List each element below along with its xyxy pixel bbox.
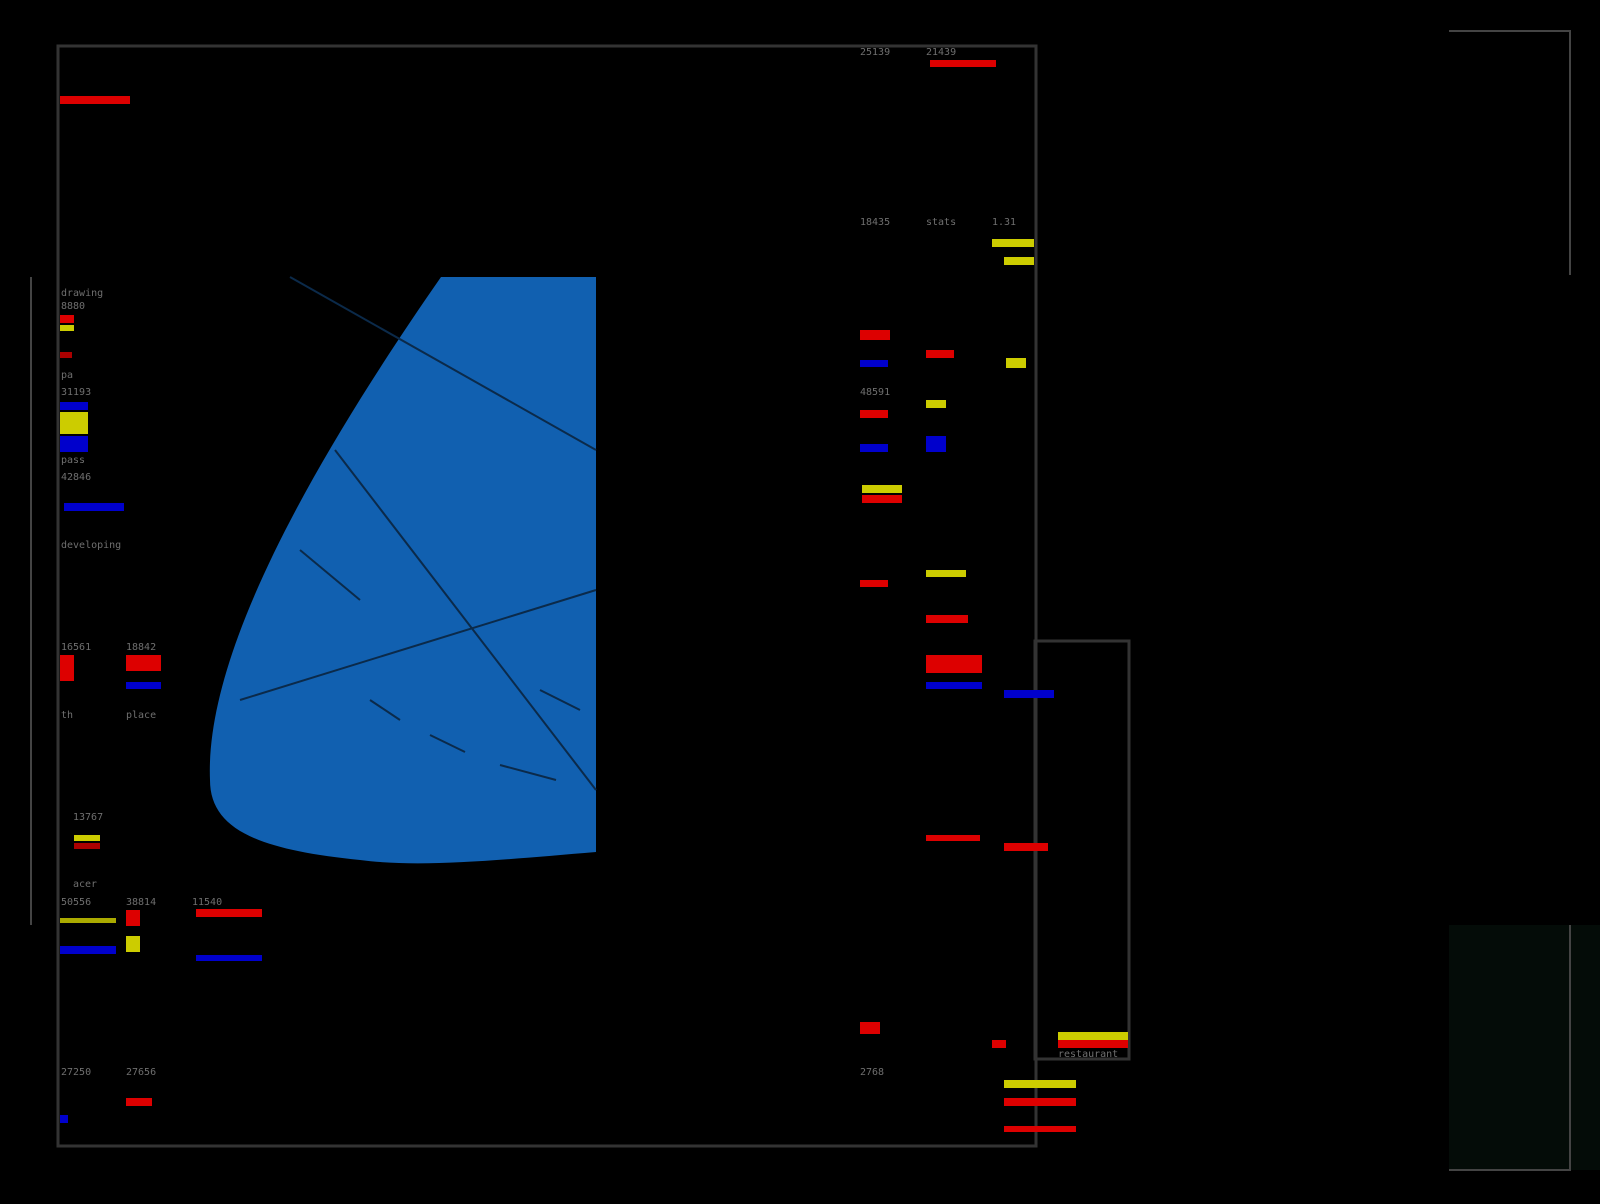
label: 1.31 — [992, 217, 1016, 228]
label: 48591 — [860, 387, 890, 398]
label: 38814 — [126, 897, 156, 908]
label: 18435 — [860, 217, 890, 228]
label: 42846 — [61, 472, 91, 483]
label: pa — [61, 370, 73, 381]
label: place — [126, 710, 156, 721]
label: 27250 — [61, 1067, 91, 1078]
label: restaurant — [1058, 1049, 1118, 1060]
label: 2768 — [860, 1067, 884, 1078]
label: 8880 — [61, 301, 85, 312]
label: 27656 — [126, 1067, 156, 1078]
blue-shape — [209, 277, 596, 864]
label: drawing — [61, 288, 103, 299]
label: developing — [61, 540, 121, 551]
label: 11540 — [192, 897, 222, 908]
label: 21439 — [926, 47, 956, 58]
label: 16561 — [61, 642, 91, 653]
label: acer — [73, 879, 97, 890]
label: stats — [926, 217, 956, 228]
label: 13767 — [73, 812, 103, 823]
corner-panel — [1449, 925, 1600, 1170]
label: 31193 — [61, 387, 91, 398]
label: pass — [61, 455, 85, 466]
label: th — [61, 710, 73, 721]
label: 18842 — [126, 642, 156, 653]
shape-lines — [239, 276, 597, 791]
corner-frame-bottom — [1449, 925, 1571, 1171]
main-frame — [56, 44, 1038, 1148]
label: 25139 — [860, 47, 890, 58]
corner-frame — [1449, 30, 1571, 275]
bars — [60, 60, 1128, 1132]
label: 50556 — [61, 897, 91, 908]
side-frame — [1033, 639, 1131, 1061]
